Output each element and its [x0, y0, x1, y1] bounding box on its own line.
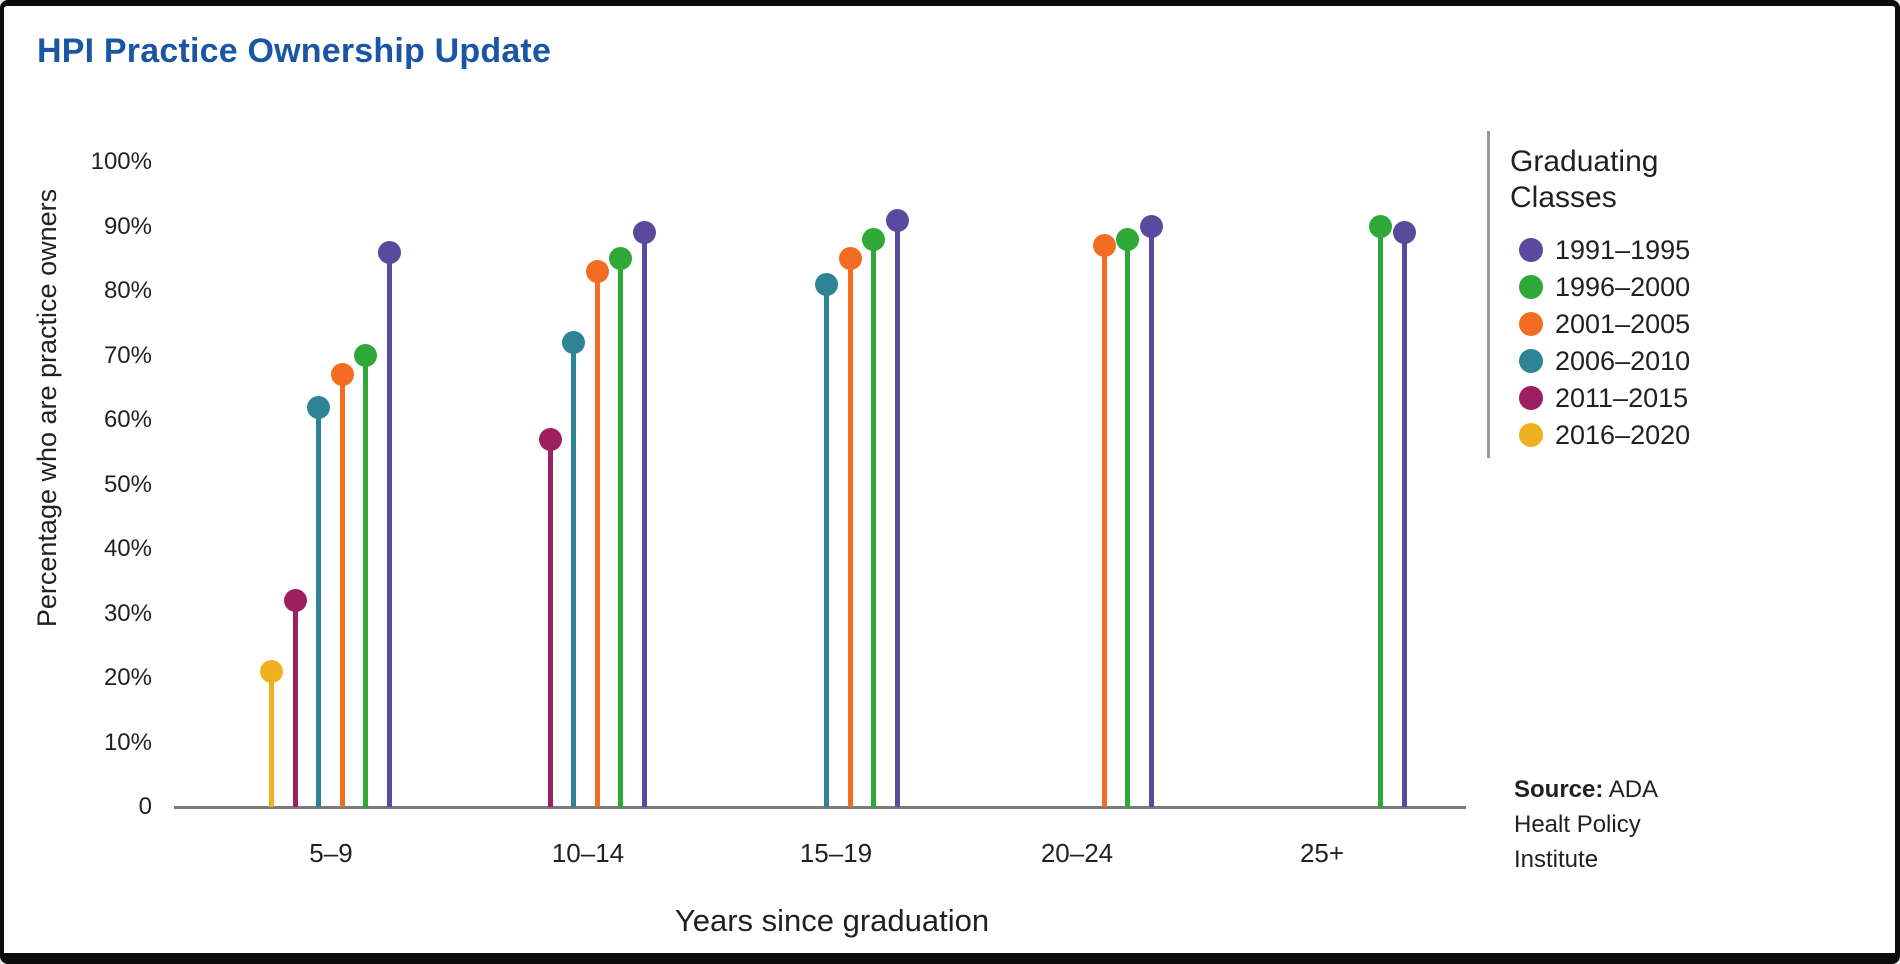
lollipop-stem	[363, 355, 368, 807]
legend-dot-icon	[1519, 423, 1543, 447]
y-tick-label: 20%	[103, 664, 152, 691]
lollipop-stem	[386, 252, 392, 807]
legend-title: Graduating Classes	[1510, 145, 1659, 214]
x-tick-label: 10–14	[551, 838, 625, 868]
lollipop-dot	[862, 227, 885, 251]
lollipop-stem	[641, 232, 647, 807]
y-tick-label: 60%	[103, 406, 152, 433]
source-line2: Healt Policy	[1514, 811, 1641, 838]
x-tick-label: 5–9	[309, 838, 353, 868]
lollipop-stem	[547, 439, 553, 807]
lollipop-stem	[1148, 226, 1154, 807]
x-tick-label: 20–24	[1040, 838, 1114, 868]
legend-item-label: 2011–2015	[1555, 383, 1689, 413]
x-tick-label: 15–19	[799, 838, 873, 868]
lollipop-stem	[339, 374, 345, 807]
source-note: Source: ADA Healt Policy Institute	[1514, 772, 1734, 877]
lollipop-stem	[847, 258, 853, 807]
lollipop-stem	[894, 220, 900, 807]
lollipop-dot	[815, 273, 838, 297]
lollipop-dot	[354, 344, 377, 367]
lollipop-stem	[594, 271, 600, 807]
legend-dot-icon	[1519, 349, 1543, 373]
source-line1: ADA	[1603, 776, 1659, 803]
lollipop-dot	[538, 427, 562, 451]
lollipop-stem	[1101, 245, 1107, 807]
lollipop-dot	[585, 260, 609, 284]
lollipop-dot	[609, 247, 632, 271]
y-tick-label: 80%	[103, 277, 152, 304]
lollipop-dot	[885, 208, 909, 232]
y-tick-label: 10%	[103, 728, 152, 756]
legend-dot-icon	[1519, 238, 1543, 262]
legend-item-label: 1991–1995	[1555, 235, 1691, 265]
x-tick-label: 25+	[1299, 838, 1345, 868]
lollipop-dot	[562, 331, 585, 355]
legend-dot-icon	[1519, 275, 1543, 299]
y-tick-label: 50%	[103, 470, 152, 498]
lollipop-stem	[1401, 232, 1407, 807]
legend-dot-icon	[1519, 386, 1543, 410]
legend-divider	[1487, 131, 1490, 458]
y-tick-label: 30%	[103, 599, 152, 627]
legend-dot-icon	[1519, 312, 1543, 336]
y-tick-label: 100%	[90, 148, 152, 175]
lollipop-dot	[1392, 221, 1416, 245]
legend-item-label: 1996–2000	[1555, 272, 1691, 302]
lollipop-dot	[838, 247, 862, 271]
legend-item-label: 2006–2010	[1555, 346, 1691, 376]
lollipop-dot	[1369, 215, 1392, 238]
lollipop-dot	[307, 395, 330, 419]
x-axis-line	[174, 806, 1466, 809]
legend-item-label: 2016–2020	[1555, 420, 1691, 450]
source-label: Source:	[1514, 776, 1604, 803]
lollipop-stem	[1378, 226, 1383, 807]
lollipop-dot	[632, 221, 656, 245]
lollipop-stem	[871, 239, 876, 807]
y-tick-label: 90%	[103, 212, 152, 240]
y-tick-label: 0	[138, 793, 152, 820]
lollipop-dot	[260, 660, 283, 684]
lollipop-stem	[618, 258, 623, 807]
y-tick-label: 70%	[103, 341, 152, 369]
source-line3: Institute	[1514, 846, 1599, 873]
lollipop-dot	[1139, 215, 1163, 238]
lollipop-stem	[571, 342, 576, 807]
lollipop-dot	[377, 240, 401, 264]
lollipop-stem	[292, 600, 298, 807]
lollipop-stem	[824, 284, 829, 807]
lollipop-stem	[1125, 239, 1130, 807]
plot-area: Percentage who are practice owners Years…	[4, 6, 1895, 953]
lollipop-dot	[1092, 234, 1116, 258]
chart-title: HPI Practice Ownership Update	[37, 32, 552, 70]
lollipop-stem	[269, 671, 274, 807]
legend-item-label: 2001–2005	[1555, 309, 1691, 339]
x-axis-title: Years since graduation	[674, 903, 990, 938]
lollipop-stem	[316, 407, 321, 807]
lollipop-dot	[330, 363, 354, 387]
lollipop-dot	[283, 589, 307, 613]
lollipop-dot	[1116, 227, 1139, 251]
y-tick-label: 40%	[103, 535, 152, 562]
